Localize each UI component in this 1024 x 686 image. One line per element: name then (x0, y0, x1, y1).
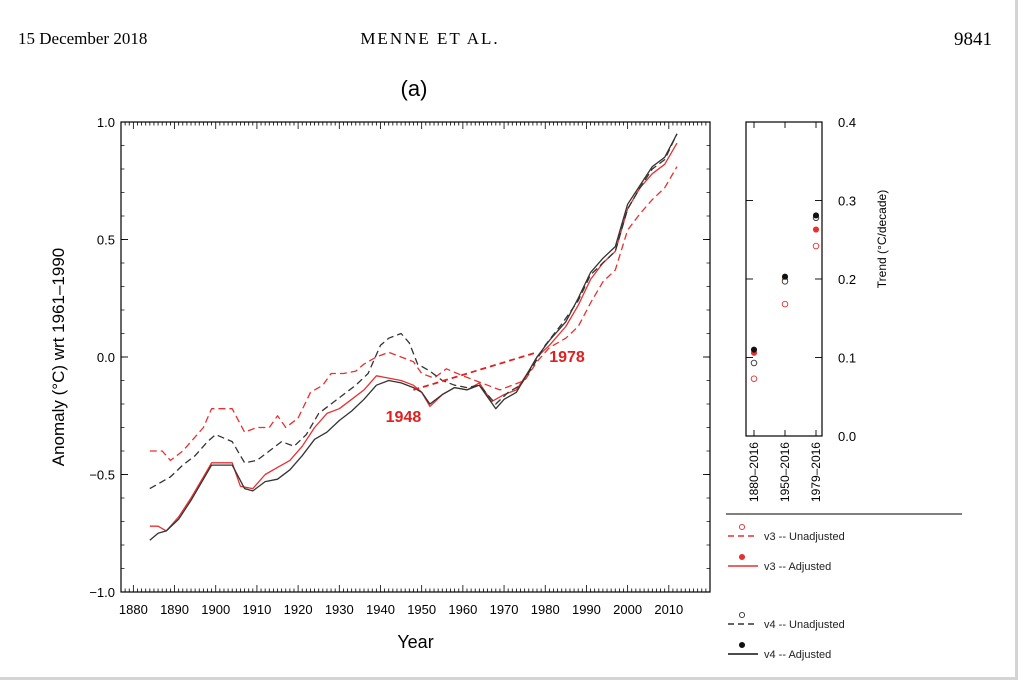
series-line-v3-unadjusted (149, 166, 678, 462)
x-tick-label: 1890 (160, 602, 189, 617)
trend-point-v4-adjusted (781, 273, 789, 280)
trend-point-v3-unadjusted (750, 375, 758, 382)
header-page-number: 9841 (954, 29, 992, 50)
x-tick-label: 1930 (325, 602, 354, 617)
x-tick-label: 2010 (654, 602, 683, 617)
y-tick-label: 0.0 (97, 350, 115, 365)
x-tick-label: 1910 (242, 602, 271, 617)
series-line-v3-adjusted (149, 142, 678, 532)
x-axis-label: Year (397, 632, 433, 652)
y-axis-label: Anomaly (°C) wrt 1961–1990 (49, 248, 68, 466)
trend-category-label: 1880–2016 (747, 442, 761, 502)
y-tick-label: 1.0 (97, 115, 115, 130)
legend-label: v4 -- Unadjusted (764, 619, 845, 631)
x-tick-label: 2000 (613, 602, 642, 617)
trend-point-v4-adjusted (812, 212, 820, 219)
x-tick-label: 1880 (119, 602, 148, 617)
x-tick-label: 1950 (407, 602, 436, 617)
x-tick-label: 1940 (366, 602, 395, 617)
x-tick-label: 1970 (490, 602, 519, 617)
trend-y-tick-label: 0.1 (838, 351, 856, 366)
annotation-1978: 1978 (549, 349, 585, 366)
series-line-1948-1978-trend (413, 351, 538, 391)
trend-point-v3-adjusted (812, 226, 820, 233)
legend-marker (738, 611, 746, 619)
y-tick-label: 0.5 (97, 233, 115, 248)
trend-category-label: 1950–2016 (778, 442, 792, 502)
series-line-v4-unadjusted (149, 133, 678, 490)
legend-label: v3 -- Adjusted (764, 561, 831, 573)
header-date: 15 December 2018 (18, 29, 148, 48)
trend-plot-frame (745, 121, 823, 437)
x-tick-label: 1920 (284, 602, 313, 617)
header-authors: MENNE ET AL. (360, 29, 500, 48)
legend-marker (738, 553, 746, 561)
legend-label: v3 -- Unadjusted (764, 531, 845, 543)
trend-point-v4-adjusted (750, 346, 758, 353)
main-plot-frame (120, 121, 711, 593)
trend-point-v3-unadjusted (781, 300, 789, 308)
trend-point-v3-unadjusted (812, 242, 820, 250)
x-tick-label: 1900 (201, 602, 230, 617)
trend-y-axis-label: Trend (°C/decade) (875, 190, 889, 288)
legend-marker (738, 641, 746, 649)
trend-category-label: 1979–2016 (809, 442, 823, 502)
legend-label: v4 -- Adjusted (764, 649, 831, 661)
panel-label: (a) (401, 76, 428, 101)
trend-y-tick-label: 0.0 (838, 429, 856, 444)
x-tick-label: 1980 (531, 602, 560, 617)
y-tick-label: −1.0 (89, 585, 115, 600)
trend-y-tick-label: 0.2 (838, 272, 856, 287)
legend-marker (738, 523, 746, 531)
y-tick-label: −0.5 (89, 468, 115, 483)
series-line-v4-adjusted (149, 133, 678, 541)
annotation-1948: 1948 (386, 409, 422, 426)
x-tick-label: 1960 (448, 602, 477, 617)
legend: v3 -- Unadjusted v3 -- Adjusted v4 -- Unad… (728, 523, 845, 661)
trend-chart: 0.0 0.1 0.2 0.3 0.4 1880–2016 1950–2016 1979–20… (745, 115, 889, 502)
trend-y-tick-label: 0.4 (838, 115, 856, 130)
main-chart: (a) 1880 1890 1900 1910 1920 1930 1940 1950 1960… (49, 76, 711, 652)
x-tick-label: 1990 (572, 602, 601, 617)
trend-y-tick-label: 0.3 (838, 194, 856, 209)
trend-point-v4-unadjusted (750, 359, 758, 367)
